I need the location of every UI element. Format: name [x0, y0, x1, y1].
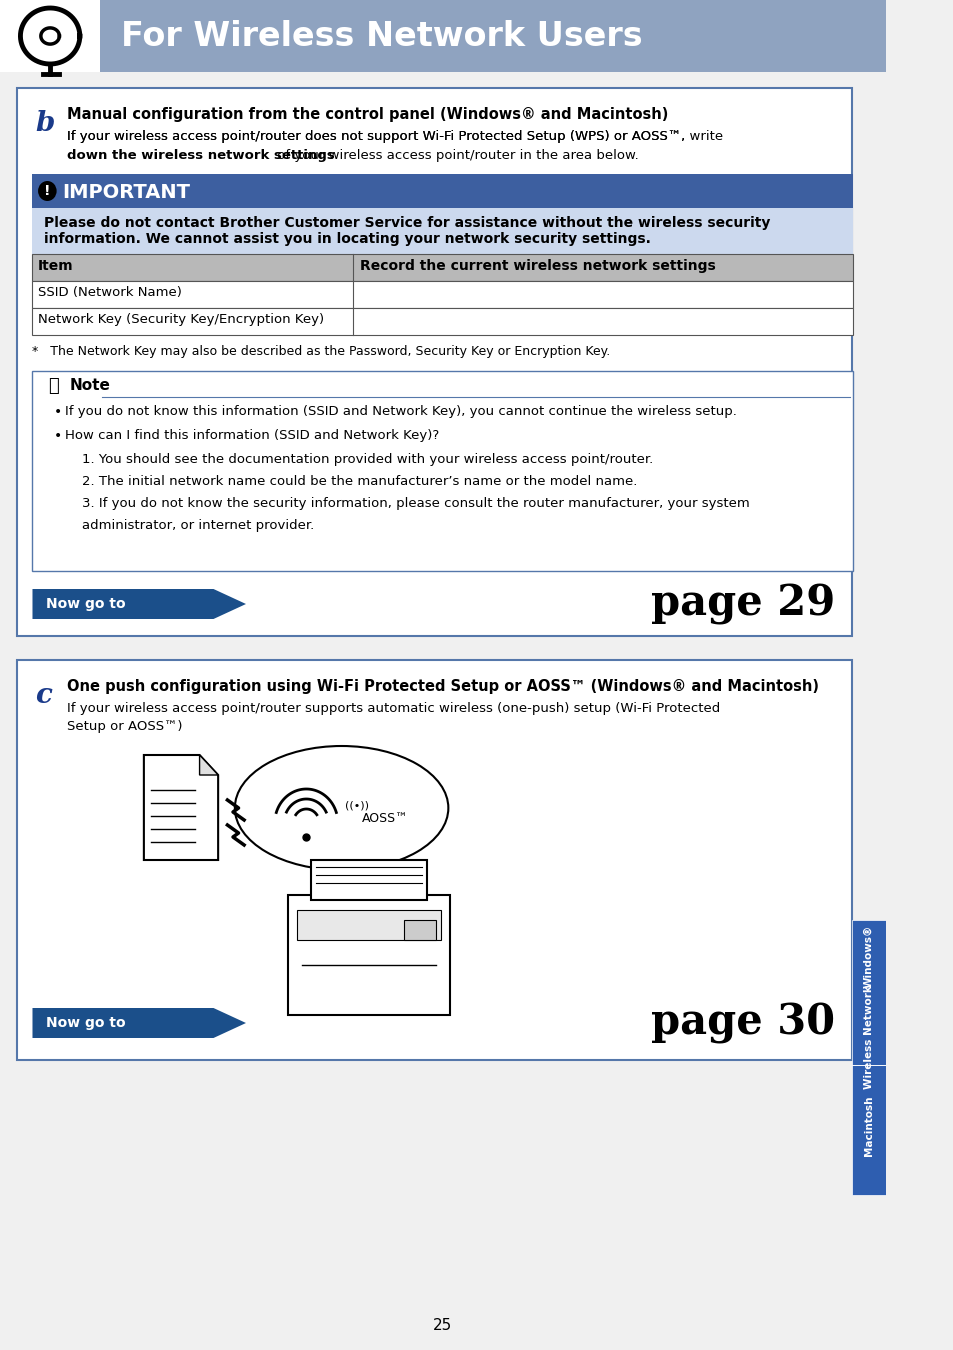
Text: page 29: page 29 [651, 583, 835, 625]
Text: 1. You should see the documentation provided with your wireless access point/rou: 1. You should see the documentation prov… [82, 454, 652, 466]
Text: If your wireless access point/router supports automatic wireless (one-push) setu: If your wireless access point/router sup… [67, 702, 720, 716]
Text: Now go to: Now go to [47, 597, 126, 612]
Text: Network Key (Security Key/Encryption Key): Network Key (Security Key/Encryption Key… [38, 313, 324, 325]
Text: Setup or AOSS™): Setup or AOSS™) [67, 720, 182, 733]
Polygon shape [144, 755, 218, 860]
Text: If your wireless access point/router does not support Wi-Fi Protected Setup (WPS: If your wireless access point/router doe… [67, 130, 722, 143]
Bar [32, 254, 852, 281]
Text: 25: 25 [433, 1318, 452, 1332]
Text: One push configuration using Wi-Fi Protected Setup or AOSS™ (Windows® and Macint: One push configuration using Wi-Fi Prote… [67, 679, 818, 694]
Bar [32, 308, 852, 335]
Text: If you do not know this information (SSID and Network Key), you cannot continue : If you do not know this information (SSI… [65, 405, 736, 418]
Bar [851, 1065, 884, 1195]
Bar [403, 919, 436, 940]
Text: Macintosh: Macintosh [862, 1095, 873, 1156]
Text: 3. If you do not know the security information, please consult the router manufa: 3. If you do not know the security infor… [82, 497, 749, 510]
Text: Record the current wireless network settings: Record the current wireless network sett… [360, 259, 715, 273]
Text: Please do not contact Brother Customer Service for assistance without the wirele: Please do not contact Brother Customer S… [44, 216, 769, 246]
Bar [17, 660, 851, 1060]
Bar [32, 371, 852, 571]
Text: of your wireless access point/router in the area below.: of your wireless access point/router in … [273, 148, 638, 162]
Text: !: ! [44, 184, 51, 198]
Text: IMPORTANT: IMPORTANT [62, 184, 190, 202]
Text: For Wireless Network Users: For Wireless Network Users [120, 20, 641, 54]
Text: page 30: page 30 [651, 1002, 835, 1044]
Text: Windows®: Windows® [862, 925, 873, 988]
Bar [851, 919, 884, 1065]
Bar [0, 0, 884, 72]
Polygon shape [32, 589, 246, 620]
Text: AOSS™: AOSS™ [361, 811, 408, 825]
Bar [32, 281, 852, 308]
Polygon shape [199, 755, 218, 775]
Text: 2. The initial network name could be the manufacturer’s name or the model name.: 2. The initial network name could be the… [82, 475, 637, 487]
Text: SSID (Network Name): SSID (Network Name) [38, 286, 182, 298]
Text: *   The Network Key may also be described as the Password, Security Key or Encry: * The Network Key may also be described … [32, 346, 610, 358]
Circle shape [38, 181, 56, 201]
Ellipse shape [32, 20, 68, 53]
Text: ((•)): ((•)) [345, 801, 369, 810]
Text: Item: Item [38, 259, 73, 273]
Bar [32, 174, 852, 208]
Bar [32, 208, 852, 269]
Text: Manual configuration from the control panel (Windows® and Macintosh): Manual configuration from the control pa… [67, 107, 667, 122]
Polygon shape [32, 1008, 246, 1038]
Bar [296, 910, 440, 940]
Text: Wireless Network: Wireless Network [862, 986, 873, 1089]
Text: •: • [53, 405, 62, 418]
Text: Note: Note [70, 378, 111, 393]
Text: •: • [53, 429, 62, 443]
Text: down the wireless network settings: down the wireless network settings [67, 148, 335, 162]
Text: administrator, or internet provider.: administrator, or internet provider. [82, 518, 314, 532]
Bar [17, 88, 851, 636]
Text: Now go to: Now go to [47, 1017, 126, 1030]
Text: c: c [35, 682, 52, 709]
Text: b: b [35, 109, 54, 136]
Bar [288, 895, 450, 1015]
Bar [0, 0, 100, 72]
Text: If your wireless access point/router does not support Wi-Fi Protected Setup (WPS: If your wireless access point/router doe… [67, 130, 689, 143]
Text: How can I find this information (SSID and Network Key)?: How can I find this information (SSID an… [65, 429, 438, 441]
Ellipse shape [234, 747, 448, 869]
Text: 📋: 📋 [49, 377, 59, 396]
Bar [311, 860, 427, 900]
